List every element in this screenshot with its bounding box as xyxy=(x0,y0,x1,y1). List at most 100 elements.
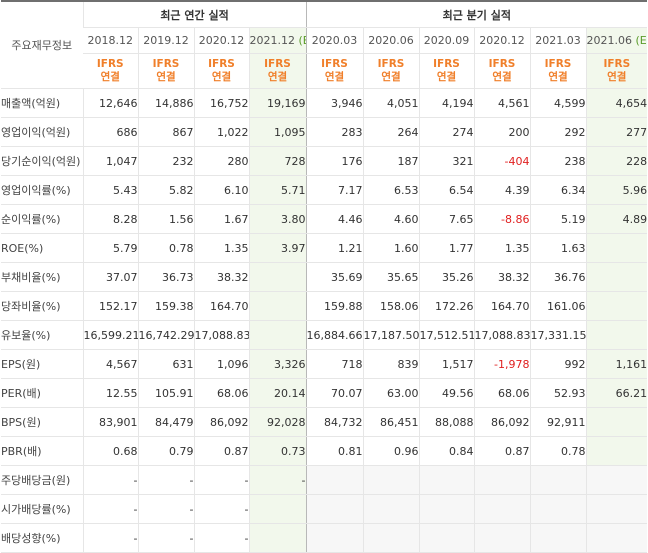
table-cell: 16,599.21 xyxy=(82,320,138,350)
table-cell: 238 xyxy=(529,146,587,176)
table-cell: 20.14 xyxy=(248,378,307,408)
table-cell: 3,946 xyxy=(305,88,364,118)
accounting-standard-1: IFRS 연결 xyxy=(137,53,194,89)
table-cell: 1.60 xyxy=(362,233,420,263)
table-cell: 277 xyxy=(585,117,648,147)
table-cell xyxy=(362,523,420,553)
row-label: 영업이익(억원) xyxy=(1,117,83,147)
period-header-8: 2021.03 xyxy=(529,27,587,54)
table-cell: 84,732 xyxy=(305,407,364,437)
row-label: 당기순이익(억원) xyxy=(1,146,83,176)
table-cell xyxy=(529,523,587,553)
table-cell: 4,561 xyxy=(473,88,531,118)
table-cell: 718 xyxy=(305,349,364,379)
table-cell: 70.07 xyxy=(305,378,364,408)
period-date: 2020.09 xyxy=(423,34,470,47)
table-cell: 3.97 xyxy=(248,233,307,263)
period-date: 2020.12 xyxy=(479,34,525,47)
table-cell xyxy=(418,523,475,553)
table-cell: 1.67 xyxy=(193,204,249,234)
table-cell: 86,092 xyxy=(473,407,531,437)
accounting-standard-4: IFRS 연결 xyxy=(305,53,364,89)
table-cell: 38.32 xyxy=(473,262,531,292)
table-cell: -404 xyxy=(473,146,531,176)
table-cell: 37.07 xyxy=(82,262,138,292)
table-cell: 0.87 xyxy=(193,436,249,466)
table-cell: 66.21 xyxy=(585,378,648,408)
table-cell: - xyxy=(82,465,138,495)
table-cell: 5.19 xyxy=(529,204,587,234)
row-label: 유보율(%) xyxy=(1,320,83,350)
table-cell: 321 xyxy=(418,146,475,176)
table-row: 시가배당률(%) - - - xyxy=(1,494,648,524)
ifrs-label: IFRS xyxy=(603,58,631,70)
table-cell: 88,088 xyxy=(418,407,475,437)
table-cell: 0.68 xyxy=(82,436,138,466)
table-cell xyxy=(248,291,307,321)
consolidated-label: 연결 xyxy=(156,71,176,83)
table-cell: 63.00 xyxy=(362,378,420,408)
row-label: EPS(원) xyxy=(1,349,83,379)
table-cell: 1.35 xyxy=(473,233,531,263)
consolidated-label: 연결 xyxy=(436,71,457,83)
table-cell: 0.79 xyxy=(137,436,194,466)
ifrs-label: IFRS xyxy=(152,58,180,70)
table-row: PER(배) 12.55 105.91 68.06 20.14 70.07 63.00 49.… xyxy=(1,378,648,408)
table-cell: 1.77 xyxy=(418,233,475,263)
row-label: PER(배) xyxy=(1,378,83,408)
table-cell: 1,047 xyxy=(82,146,138,176)
table-cell: 105.91 xyxy=(137,378,194,408)
table-cell: 1.63 xyxy=(529,233,587,263)
row-label-header: 주요재무정보 xyxy=(1,0,83,89)
table-row: 영업이익률(%) 5.43 5.82 6.10 5.71 7.17 6.53 6.54 4.39… xyxy=(1,175,648,205)
row-label: PBR(배) xyxy=(1,436,83,466)
table-cell: 6.10 xyxy=(193,175,249,205)
table-cell xyxy=(248,494,307,524)
ifrs-label: IFRS xyxy=(321,58,348,70)
table-cell: 0.96 xyxy=(362,436,420,466)
table-cell: 172.26 xyxy=(418,291,475,321)
table-cell xyxy=(418,494,475,524)
consolidated-label: 연결 xyxy=(324,71,345,83)
table-cell: - xyxy=(82,494,138,524)
table-cell: 14,886 xyxy=(137,88,194,118)
table-cell xyxy=(585,436,648,466)
table-cell: 3.80 xyxy=(248,204,307,234)
table-cell: - xyxy=(137,494,194,524)
accounting-standard-7: IFRS 연결 xyxy=(473,53,531,89)
table-cell: 84,479 xyxy=(137,407,194,437)
table-cell: 4.60 xyxy=(362,204,420,234)
accounting-standard-9: IFRS 연결 xyxy=(585,53,648,89)
table-cell: 1,096 xyxy=(193,349,249,379)
table-row: 영업이익(억원) 686 867 1,022 1,095 283 264 274 200 292 2… xyxy=(1,117,648,147)
table-cell xyxy=(585,262,648,292)
table-cell: 0.81 xyxy=(305,436,364,466)
table-cell xyxy=(585,407,648,437)
table-cell xyxy=(585,233,648,263)
table-cell: 5.96 xyxy=(585,175,648,205)
ifrs-label: IFRS xyxy=(377,58,405,70)
table-cell: 4,194 xyxy=(418,88,475,118)
table-cell: 176 xyxy=(305,146,364,176)
table-cell: 283 xyxy=(305,117,364,147)
table-cell: 4,051 xyxy=(362,88,420,118)
accounting-standard-6: IFRS 연결 xyxy=(418,53,475,89)
table-cell: - xyxy=(137,523,194,553)
table-cell: 16,884.66 xyxy=(305,320,364,350)
table-cell: 35.69 xyxy=(305,262,364,292)
annual-title: 최근 연간 실적 xyxy=(82,0,307,28)
table-cell xyxy=(305,494,364,524)
table-cell: 12,646 xyxy=(82,88,138,118)
accounting-standard-5: IFRS 연결 xyxy=(362,53,420,89)
table-cell xyxy=(585,320,648,350)
accounting-standard-2: IFRS 연결 xyxy=(193,53,249,89)
table-cell xyxy=(305,523,364,553)
period-header-1: 2019.12 xyxy=(137,27,194,54)
table-cell: 5.79 xyxy=(82,233,138,263)
table-cell xyxy=(473,494,531,524)
table-cell: 5.43 xyxy=(82,175,138,205)
table-cell: 19,169 xyxy=(248,88,307,118)
table-cell: 228 xyxy=(585,146,648,176)
consolidated-label: 연결 xyxy=(607,71,627,83)
